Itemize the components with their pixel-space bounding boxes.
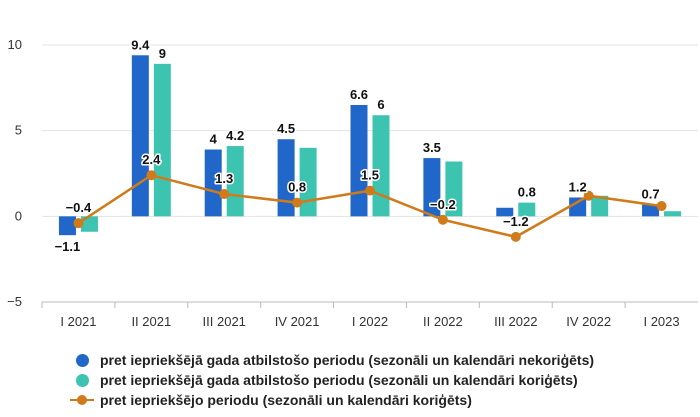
line-point[interactable]: [219, 189, 230, 200]
bar[interactable]: [518, 202, 536, 217]
x-tick-label: II 2021: [131, 314, 171, 329]
bar-data-label: 9: [159, 46, 166, 61]
x-tick-label: II 2022: [423, 314, 463, 329]
bar-data-label: 0.7: [642, 186, 660, 201]
y-tick-label: 0: [15, 208, 22, 223]
y-tick-label: −5: [7, 294, 22, 309]
line-point[interactable]: [365, 185, 375, 196]
bar[interactable]: [423, 158, 441, 217]
legend: pret iepriekšējā gada atbilstošo periodu…: [70, 350, 594, 410]
line-point[interactable]: [292, 197, 303, 208]
x-tick-label: IV 2021: [275, 314, 320, 329]
y-axis: −5 0 5 10: [7, 37, 22, 309]
y-tick-label: 10: [8, 37, 22, 52]
bar[interactable]: [131, 55, 149, 217]
bar-data-label: 6.6: [350, 87, 368, 102]
bar[interactable]: [591, 195, 609, 217]
x-tick-label: I 2021: [60, 314, 96, 329]
line-data-label: −1.2: [503, 214, 529, 229]
bar[interactable]: [153, 63, 171, 217]
legend-swatch-corrected: [70, 372, 94, 388]
line-point[interactable]: [510, 231, 521, 242]
line-point[interactable]: [146, 170, 157, 181]
line-data-label: 1.5: [361, 168, 379, 183]
line-point[interactable]: [583, 190, 594, 201]
line-point[interactable]: [73, 218, 84, 229]
legend-swatch-uncorrected: [70, 352, 94, 368]
legend-swatch-previous-period: [70, 392, 94, 408]
bar-data-label: 3.5: [423, 140, 441, 155]
legend-label-previous-period: pret iepriekšējo periodu (sezonāli un ka…: [100, 392, 472, 408]
legend-item-corrected[interactable]: pret iepriekšējā gada atbilstošo periodu…: [70, 370, 594, 390]
bars: [58, 55, 682, 236]
gridlines: [42, 44, 698, 303]
line-data-label: 1.3: [215, 171, 233, 186]
legend-item-previous-period[interactable]: pret iepriekšējo periodu (sezonāli un ka…: [70, 390, 594, 410]
y-tick-label: 5: [15, 123, 22, 138]
bar[interactable]: [226, 146, 244, 217]
bar[interactable]: [664, 211, 682, 217]
x-tick-label: III 2022: [494, 314, 537, 329]
trend-line: [73, 170, 667, 242]
bar-data-label: 1.2: [569, 179, 587, 194]
bar[interactable]: [277, 139, 295, 217]
bar[interactable]: [204, 149, 222, 217]
bar-data-label: −1.1: [55, 239, 81, 254]
legend-item-uncorrected[interactable]: pret iepriekšējā gada atbilstošo periodu…: [70, 350, 594, 370]
bar-data-label: 4.2: [226, 128, 244, 143]
legend-label-uncorrected: pret iepriekšējā gada atbilstošo periodu…: [100, 352, 595, 368]
bar[interactable]: [372, 115, 390, 217]
bar[interactable]: [569, 197, 587, 217]
line-point[interactable]: [656, 201, 667, 212]
x-tick-label: IV 2022: [566, 314, 611, 329]
line-data-label: 0.8: [288, 180, 306, 195]
bar-data-label: 4.5: [277, 121, 295, 136]
bar-data-label: 6: [377, 97, 384, 112]
line-point[interactable]: [437, 214, 448, 225]
x-tick-label: III 2021: [203, 314, 246, 329]
bar-data-label: 9.4: [131, 37, 150, 52]
bar[interactable]: [496, 207, 514, 217]
bar[interactable]: [642, 204, 660, 217]
x-axis: I 2021 II 2021 III 2021 IV 2021 I 2022 II 202…: [41, 302, 680, 329]
legend-label-corrected: pret iepriekšējā gada atbilstošo periodu…: [100, 372, 578, 388]
bar[interactable]: [58, 216, 76, 236]
bar[interactable]: [445, 161, 463, 217]
x-tick-label: I 2022: [352, 314, 388, 329]
line-data-label: −0.2: [430, 197, 456, 212]
data-labels: −1.1 9.4 4 4.5 6.6 3.5 1.2 0.7 9 4.2 6 0.8 −0.4 2.4 1.…: [53, 36, 661, 256]
bar-data-label: 4: [210, 132, 218, 147]
line-data-label: −0.4: [66, 200, 92, 215]
x-tick-label: I 2023: [643, 314, 679, 329]
bar-data-label: 0.8: [518, 185, 536, 200]
line-data-label: 2.4: [142, 152, 161, 167]
bar[interactable]: [350, 104, 368, 217]
